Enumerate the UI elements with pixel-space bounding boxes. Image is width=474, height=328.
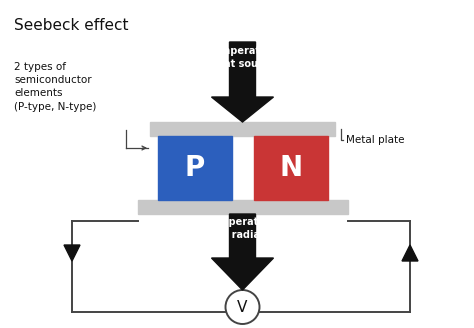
Bar xyxy=(254,136,328,200)
Polygon shape xyxy=(211,214,273,290)
Bar xyxy=(158,136,232,200)
Text: Seebeck effect: Seebeck effect xyxy=(14,18,128,33)
Text: Metal plate: Metal plate xyxy=(346,135,404,145)
Text: Low temperature side
(heat radiation): Low temperature side (heat radiation) xyxy=(182,217,303,240)
Text: 2 types of
semiconductor
elements
(P-type, N-type): 2 types of semiconductor elements (P-typ… xyxy=(14,62,96,112)
Polygon shape xyxy=(402,245,418,261)
Text: High temperature side
(heat source): High temperature side (heat source) xyxy=(180,46,305,69)
Text: P: P xyxy=(185,154,205,182)
Text: N: N xyxy=(280,154,302,182)
Bar xyxy=(150,122,335,136)
Text: V: V xyxy=(237,299,248,315)
Polygon shape xyxy=(64,245,80,261)
Bar xyxy=(138,200,348,214)
Polygon shape xyxy=(211,42,273,122)
Circle shape xyxy=(226,290,259,324)
